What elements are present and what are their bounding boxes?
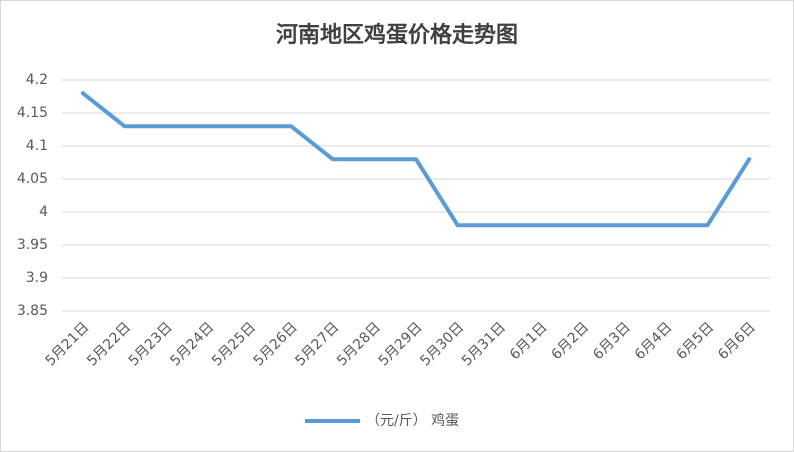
y-tick-label: 3.9 bbox=[26, 270, 48, 286]
y-tick-label: 4.05 bbox=[17, 171, 48, 187]
y-tick-label: 4.15 bbox=[17, 105, 48, 121]
y-tick-label: 3.95 bbox=[17, 237, 48, 253]
chart-title: 河南地区鸡蛋价格走势图 bbox=[276, 22, 518, 48]
legend-label: （元/斤） 鸡蛋 bbox=[366, 412, 459, 429]
data-line bbox=[80, 91, 752, 228]
y-tick-label: 4.1 bbox=[26, 138, 48, 154]
y-tick-label: 3.85 bbox=[17, 303, 48, 319]
y-tick-label: 4 bbox=[39, 204, 48, 220]
y-tick-label: 4.2 bbox=[26, 72, 48, 88]
